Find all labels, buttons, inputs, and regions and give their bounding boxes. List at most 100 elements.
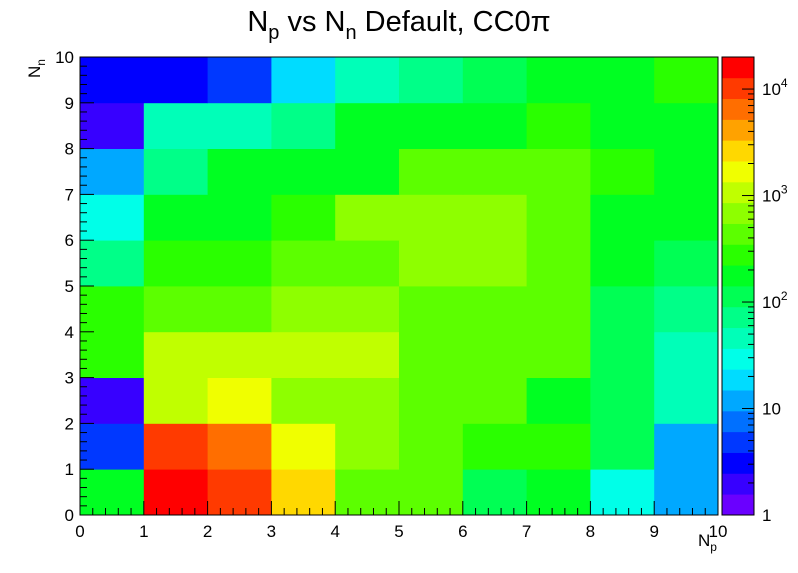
colorbar-segment [722, 223, 754, 245]
heatmap-cells [80, 57, 719, 516]
x-tick-label: 2 [203, 522, 212, 541]
heatmap-cell [654, 331, 719, 378]
heatmap-cell [271, 423, 336, 470]
heatmap-cell [207, 423, 272, 470]
y-tick-label: 6 [65, 231, 74, 250]
heatmap-cell [143, 194, 208, 241]
colorbar-segment [722, 452, 754, 474]
heatmap-cell [526, 286, 591, 333]
y-tick-label: 8 [65, 140, 74, 159]
heatmap-cell [80, 148, 145, 195]
heatmap-cell [271, 469, 336, 516]
heatmap-cell [399, 148, 464, 195]
heatmap-cell [399, 469, 464, 516]
heatmap-cell [590, 57, 655, 104]
colorbar-segment [722, 306, 754, 329]
z-tick-label: 10 [762, 400, 781, 419]
y-axis-title: Nn [25, 59, 48, 78]
colorbar-segment [722, 161, 754, 183]
colorbar-segment [722, 390, 754, 412]
heatmap-cell [654, 286, 719, 333]
heatmap-cell [207, 377, 272, 424]
heatmap-cell [590, 331, 655, 378]
heatmap-cell [399, 102, 464, 149]
colorbar-segment [722, 327, 754, 349]
heatmap-cell [335, 240, 400, 287]
y-tick-label: 7 [65, 185, 74, 204]
heatmap-cell [207, 102, 272, 149]
heatmap-cell [399, 194, 464, 241]
heatmap-cell [462, 286, 527, 333]
z-tick-label: 1 [762, 506, 771, 525]
y-tick-label: 0 [65, 506, 74, 525]
heatmap-cell [335, 102, 400, 149]
y-tick-label: 5 [65, 277, 74, 296]
heatmap-cell [590, 377, 655, 424]
heatmap-cell [335, 286, 400, 333]
heatmap-cell [590, 194, 655, 241]
heatmap-cell [590, 423, 655, 470]
heatmap-cell [80, 286, 145, 333]
heatmap-cell [462, 469, 527, 516]
colorbar-segment [722, 369, 754, 391]
colorbar-segment [722, 181, 754, 204]
heatmap-cell [399, 240, 464, 287]
x-tick-label: 6 [458, 522, 467, 541]
heatmap-cell [526, 148, 591, 195]
heatmap-cell [143, 57, 208, 104]
heatmap-cell [590, 469, 655, 516]
x-axis: 0 1 2 3 4 5 6 7 8 9 10 [75, 501, 727, 541]
heatmap-cell [335, 331, 400, 378]
colorbar-segment [722, 265, 754, 287]
heatmap-cell [271, 377, 336, 424]
heatmap-cell [80, 331, 145, 378]
heatmap-cell [462, 423, 527, 470]
colorbar-segment [722, 494, 754, 516]
y-tick-label: 10 [55, 48, 74, 67]
heatmap-cell [654, 377, 719, 424]
heatmap-cell [335, 469, 400, 516]
colorbar-segment [722, 244, 754, 266]
heatmap-cell [654, 57, 719, 104]
heatmap-cell [143, 148, 208, 195]
color-scale-axis: 1 10 102 103 104 [742, 56, 788, 525]
heatmap-cell [399, 57, 464, 104]
heatmap-cell [590, 102, 655, 149]
y-axis: 0 1 2 3 4 5 6 7 8 9 10 [55, 48, 94, 525]
colorbar-segment [722, 77, 754, 100]
heatmap-cell [143, 331, 208, 378]
z-tick-label: 102 [762, 289, 788, 312]
heatmap-cell [143, 423, 208, 470]
colorbar-segment [722, 348, 754, 370]
colorbar-segment [722, 410, 754, 433]
heatmap-cell [271, 57, 336, 104]
colorbar-segment [722, 57, 754, 79]
heatmap-cell [335, 148, 400, 195]
heatmap-cell [80, 377, 145, 424]
heatmap-cell [526, 469, 591, 516]
heatmap-cell [207, 240, 272, 287]
heatmap-cell [335, 194, 400, 241]
z-tick-label: 104 [762, 76, 788, 99]
heatmap-cell [654, 240, 719, 287]
chart-title: Np vs Nn Default, CC0π [247, 6, 550, 44]
colorbar-segment [722, 286, 754, 308]
heatmap-cell [80, 423, 145, 470]
heatmap-cell [462, 194, 527, 241]
heatmap-cell [335, 377, 400, 424]
heatmap-cell [462, 240, 527, 287]
heatmap-cell [80, 102, 145, 149]
colorbar-segment [722, 119, 754, 141]
heatmap-cell [526, 57, 591, 104]
x-axis-title: Np [698, 531, 717, 554]
y-tick-label: 2 [65, 414, 74, 433]
y-tick-label: 9 [65, 94, 74, 113]
heatmap-cell [654, 148, 719, 195]
x-tick-label: 10 [709, 522, 728, 541]
heatmap-cell [143, 286, 208, 333]
x-tick-label: 9 [649, 522, 658, 541]
y-tick-label: 3 [65, 369, 74, 388]
heatmap-cell [143, 469, 208, 516]
heatmap-cell [399, 377, 464, 424]
heatmap-cell [590, 286, 655, 333]
